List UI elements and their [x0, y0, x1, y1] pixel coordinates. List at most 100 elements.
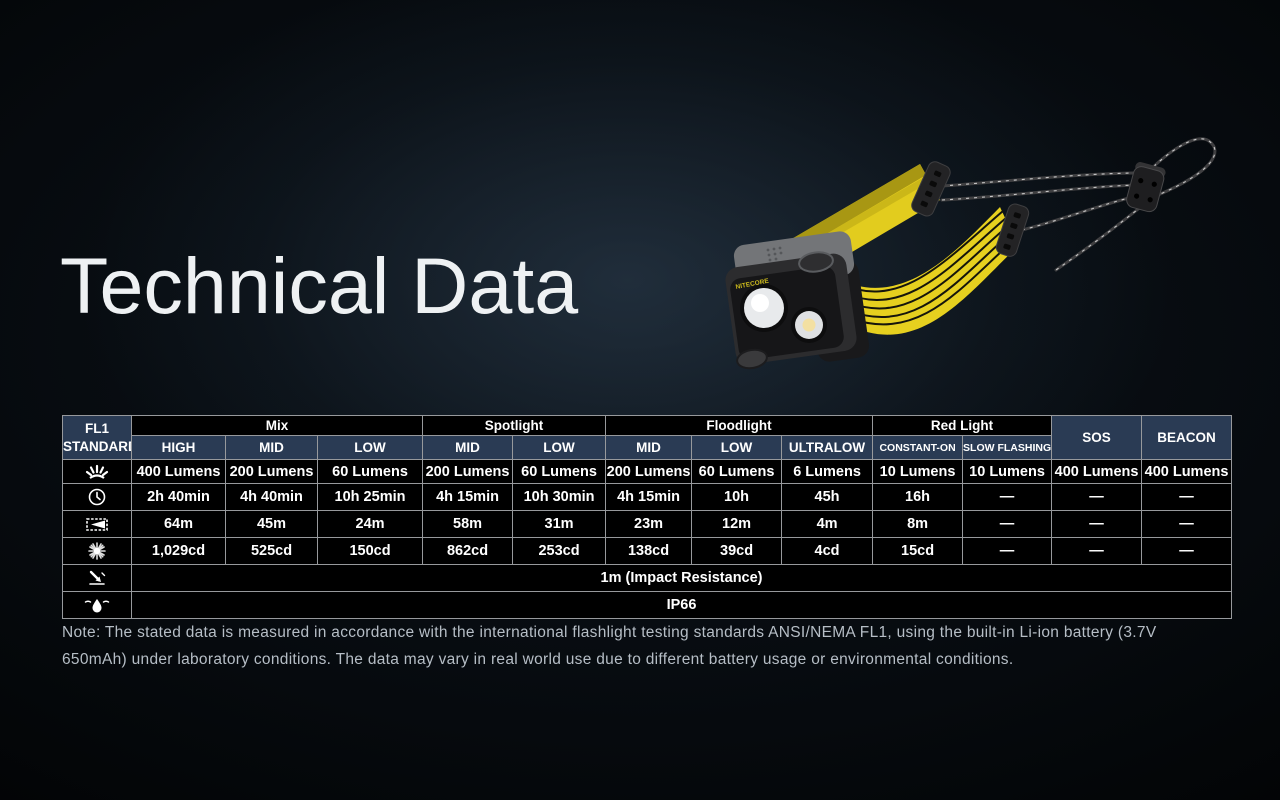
value-cell: 58m	[422, 510, 514, 538]
value-cell: 31m	[512, 510, 607, 538]
group-header-mix: Mix	[130, 415, 424, 436]
group-header-red-light: Red Light	[872, 415, 1053, 436]
row-icon-cell	[62, 459, 132, 484]
value-cell: 23m	[605, 510, 693, 538]
speaker-dots	[766, 246, 783, 262]
value-cell: 15cd	[872, 537, 964, 565]
value-cell: 4h 40min	[225, 483, 318, 511]
value-cell: 10 Lumens	[962, 459, 1053, 484]
strap-line	[847, 224, 1010, 310]
clock-icon	[88, 488, 106, 506]
value-cell: 16h	[872, 483, 964, 511]
value-cell: 862cd	[422, 537, 514, 565]
value-cell: 4m	[781, 510, 874, 538]
note-text: Note: The stated data is measured in acc…	[62, 624, 1157, 668]
row-icon-cell	[62, 537, 132, 565]
value-cell: —	[1141, 510, 1233, 538]
value-cell: 10h 30min	[512, 483, 607, 511]
value-cell: 45h	[781, 483, 874, 511]
value-cell: 200 Lumens	[225, 459, 318, 484]
value-cell: 60 Lumens	[316, 459, 424, 484]
value-cell: 45m	[225, 510, 318, 538]
value-cell: 253cd	[512, 537, 607, 565]
value-cell: 4cd	[781, 537, 874, 565]
strap-line	[841, 210, 1004, 293]
value-cell: 10 Lumens	[872, 459, 964, 484]
strap-line	[844, 217, 1007, 301]
value-cell: 24m	[316, 510, 424, 538]
value-cell: —	[1141, 537, 1233, 565]
column-header-low: LOW	[691, 435, 783, 460]
value-cell: 39cd	[691, 537, 783, 565]
column-header-high: HIGH	[131, 435, 226, 460]
cord-adjuster	[1126, 162, 1166, 213]
value-cell: 10h	[691, 483, 783, 511]
column-header-low: LOW	[512, 435, 607, 460]
column-header-low: LOW	[316, 435, 424, 460]
strap-clip	[911, 161, 951, 217]
strap-line	[851, 239, 1015, 326]
mode-header-row: HIGH MID LOW MID LOW MID LOW ULTRALOW CO…	[63, 435, 1232, 460]
led-chip	[802, 318, 816, 332]
value-cell: —	[962, 537, 1053, 565]
column-header-slow-flashing: SLOW FLASHING	[962, 435, 1053, 460]
value-cell: 2h 40min	[131, 483, 226, 511]
strap-clip	[995, 203, 1030, 257]
value-cell: —	[1141, 483, 1233, 511]
value-cell: 12m	[691, 510, 783, 538]
waterproof-icon	[84, 599, 110, 613]
ip-rating-value: IP66	[130, 591, 1233, 619]
value-cell: 6 Lumens	[781, 459, 874, 484]
value-cell: —	[962, 483, 1053, 511]
beam-intensity-icon	[88, 542, 106, 560]
column-header-ultralow: ULTRALOW	[781, 435, 874, 460]
value-cell: 10h 25min	[316, 483, 424, 511]
value-cell: 138cd	[605, 537, 693, 565]
value-cell: —	[1051, 537, 1143, 565]
hinge-knob	[736, 348, 768, 370]
lamp-head: NITECORE	[725, 231, 870, 370]
value-cell: 64m	[131, 510, 226, 538]
impact-resistance-value: 1m (Impact Resistance)	[130, 564, 1233, 592]
column-header-sos: SOS	[1051, 415, 1143, 460]
value-cell: 200 Lumens	[422, 459, 514, 484]
value-cell: 525cd	[225, 537, 318, 565]
beam-distance-icon	[86, 517, 108, 531]
headlamp-product-image: NITECORE	[725, 137, 1217, 370]
light-output-row: 400 Lumens 200 Lumens 60 Lumens 200 Lume…	[62, 459, 1233, 484]
spec-table: FL1 STANDARD Mix Spotlight Floodlight Re…	[62, 415, 1233, 619]
column-header-mid: MID	[225, 435, 318, 460]
fl1-standard-header: FL1 STANDARD	[62, 415, 132, 460]
value-cell: 60 Lumens	[691, 459, 783, 484]
value-cell: —	[962, 510, 1053, 538]
column-header-beacon: BEACON	[1141, 415, 1233, 460]
fl1-label-line1: FL1	[84, 420, 109, 436]
beam-distance-row: 64m 45m 24m 58m 31m 23m 12m 4m 8m — — —	[62, 510, 1233, 538]
strap-line	[849, 232, 1012, 318]
lamp-button	[798, 251, 834, 273]
waterproof-row: IP66	[62, 591, 1233, 619]
column-header-mid: MID	[605, 435, 693, 460]
brightness-icon	[85, 464, 109, 479]
group-header-floodlight: Floodlight	[605, 415, 874, 436]
column-header-mid: MID	[422, 435, 514, 460]
value-cell: —	[1051, 510, 1143, 538]
group-header-row: FL1 STANDARD Mix Spotlight Floodlight Re…	[62, 415, 1233, 460]
row-icon-cell	[62, 564, 132, 592]
value-cell: —	[1051, 483, 1143, 511]
runtime-row: 2h 40min 4h 40min 10h 25min 4h 15min 10h…	[62, 483, 1233, 511]
row-icon-cell	[62, 591, 132, 619]
value-cell: 1,029cd	[131, 537, 226, 565]
value-cell: 4h 15min	[422, 483, 514, 511]
page-title: Technical Data	[60, 241, 579, 330]
impact-resistance-row: 1m (Impact Resistance)	[62, 564, 1233, 592]
lens-glint	[751, 294, 769, 312]
value-cell: 8m	[872, 510, 964, 538]
value-cell: 200 Lumens	[605, 459, 693, 484]
fl1-label-line2: STANDARD	[63, 438, 132, 454]
group-header-spotlight: Spotlight	[422, 415, 607, 436]
row-icon-cell	[62, 510, 132, 538]
value-cell: 60 Lumens	[512, 459, 607, 484]
value-cell: 400 Lumens	[131, 459, 226, 484]
